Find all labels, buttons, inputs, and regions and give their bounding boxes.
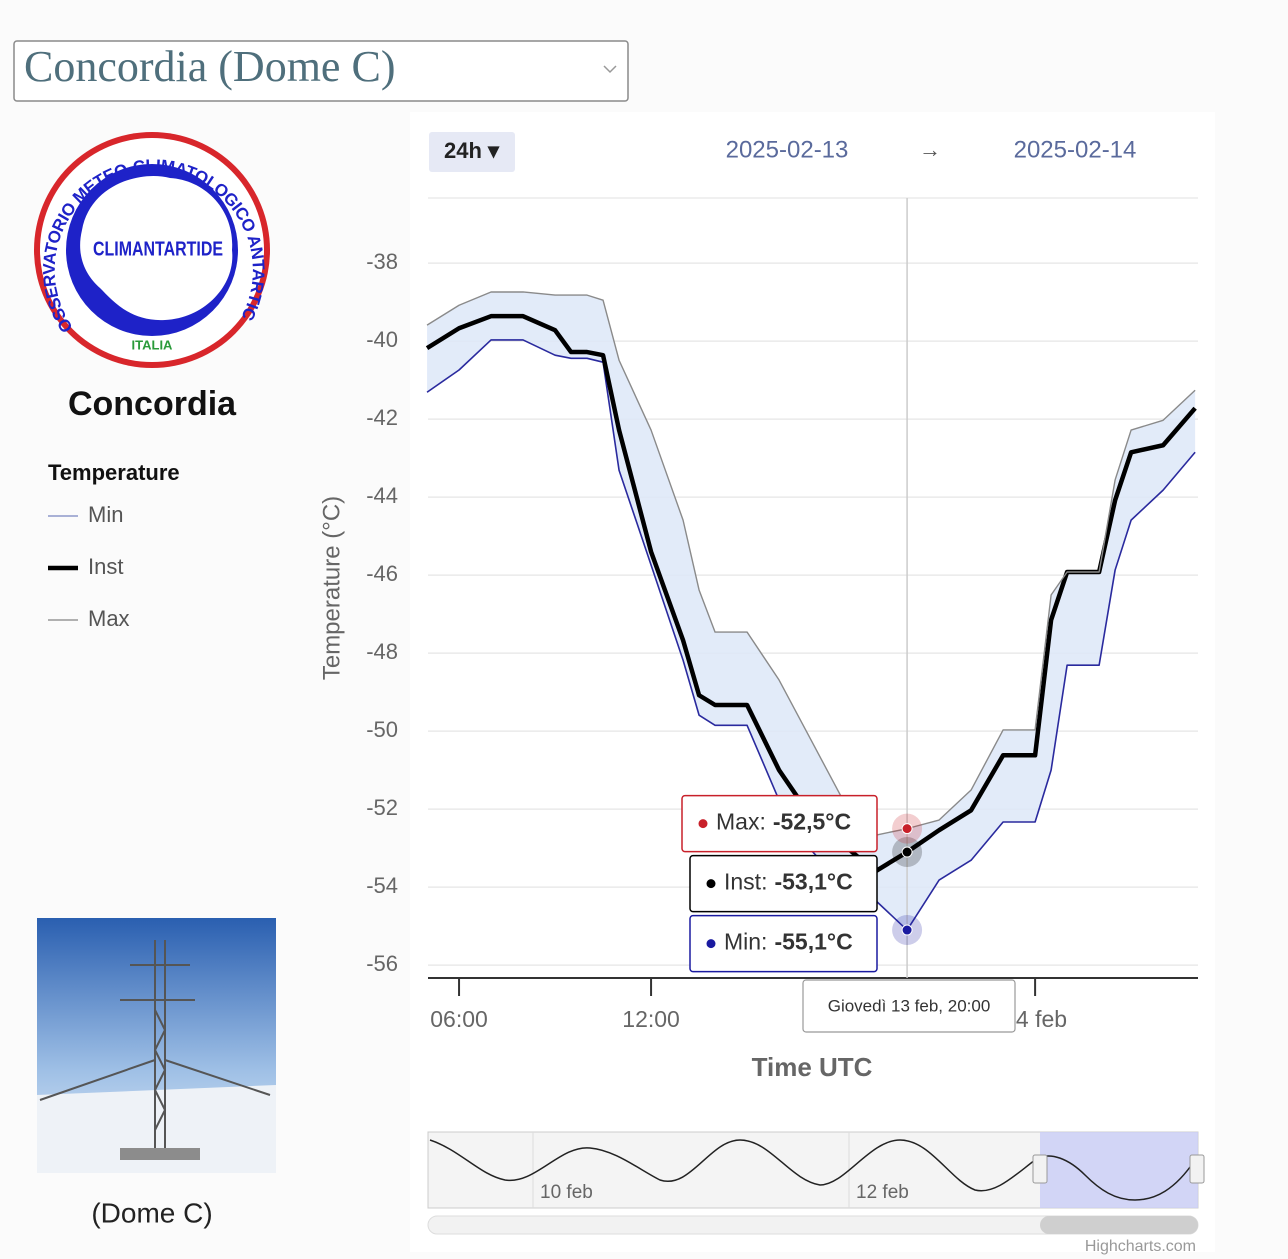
navigator-handle[interactable] bbox=[1033, 1155, 1047, 1183]
navigator: 10 feb 12 feb bbox=[428, 1132, 1204, 1234]
y-tick-label: -54 bbox=[366, 873, 398, 898]
range-to[interactable]: 2025-02-14 bbox=[1014, 136, 1137, 163]
range-from[interactable]: 2025-02-13 bbox=[726, 136, 849, 163]
tooltip-value: -52,5°C bbox=[773, 809, 851, 835]
photo-base bbox=[120, 1148, 200, 1160]
station-photo bbox=[37, 918, 276, 1173]
marker bbox=[902, 847, 912, 857]
legend-label: Min bbox=[88, 502, 123, 527]
legend-label: Max bbox=[88, 606, 130, 631]
select-text: Concordia (Dome C) bbox=[24, 42, 395, 91]
range-arrow: → bbox=[919, 137, 941, 162]
credit[interactable]: Highcharts.com bbox=[1085, 1238, 1196, 1255]
tooltip-dot bbox=[707, 879, 716, 888]
y-tick-label: -46 bbox=[366, 561, 398, 586]
y-tick-label: -38 bbox=[366, 249, 398, 274]
navigator-label: 12 feb bbox=[856, 1182, 909, 1203]
tooltip-dot bbox=[707, 939, 716, 948]
page: Concordia (Dome C) OSSERVATORIO METEO-CL… bbox=[0, 0, 1288, 1259]
tooltip-dot bbox=[699, 819, 708, 828]
marker bbox=[902, 925, 912, 935]
station-name: Concordia bbox=[68, 385, 237, 423]
scrollbar-thumb[interactable] bbox=[1040, 1216, 1198, 1234]
tooltip-label: Inst: bbox=[724, 869, 767, 895]
x-tick-label: 06:00 bbox=[430, 1006, 488, 1032]
legend-title: Temperature bbox=[48, 460, 180, 485]
navigator-handle[interactable] bbox=[1190, 1155, 1204, 1183]
tooltip-label: Max: bbox=[716, 809, 766, 835]
y-tick-label: -48 bbox=[366, 639, 398, 664]
y-tick-label: -52 bbox=[366, 795, 398, 820]
tooltip-header: Giovedì 13 feb, 20:00 bbox=[828, 996, 991, 1015]
y-tick-label: -56 bbox=[366, 951, 398, 976]
x-tick-label: 12:00 bbox=[622, 1006, 680, 1032]
tooltip-value: -53,1°C bbox=[774, 869, 852, 895]
range-button-text: 24h ▾ bbox=[444, 138, 500, 163]
y-tick-label: -44 bbox=[366, 483, 398, 508]
y-tick-label: -42 bbox=[366, 405, 398, 430]
logo-center: CLIMANTARTIDE bbox=[93, 238, 223, 260]
tooltip-text: Inst: -53,1°C bbox=[724, 869, 853, 895]
y-tick-label: -50 bbox=[366, 717, 398, 742]
tooltip-label: Min: bbox=[724, 929, 767, 955]
marker bbox=[902, 824, 912, 834]
tooltip-text: Min: -55,1°C bbox=[724, 929, 853, 955]
station-select[interactable]: Concordia (Dome C) bbox=[14, 41, 628, 101]
y-tick-label: -40 bbox=[366, 327, 398, 352]
legend-label: Inst bbox=[88, 554, 123, 579]
tooltip-text: Max: -52,5°C bbox=[716, 809, 851, 835]
navigator-selection[interactable] bbox=[1040, 1132, 1198, 1208]
y-axis-title: Temperature (°C) bbox=[318, 496, 345, 680]
tooltip-value: -55,1°C bbox=[774, 929, 852, 955]
logo-country: ITALIA bbox=[132, 337, 174, 352]
photo-caption: (Dome C) bbox=[91, 1197, 212, 1228]
x-axis-title: Time UTC bbox=[752, 1052, 873, 1082]
navigator-label: 10 feb bbox=[540, 1182, 593, 1203]
